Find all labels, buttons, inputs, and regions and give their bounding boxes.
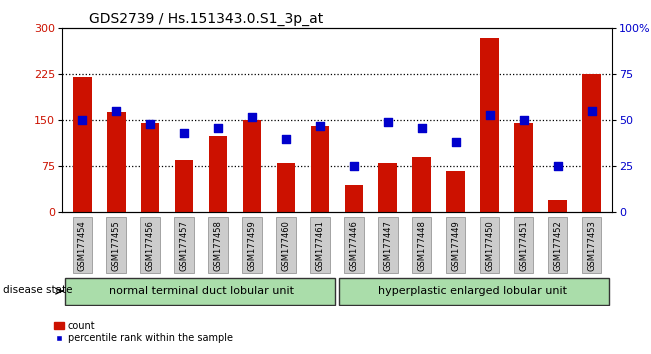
Point (349, 164, 359, 169)
Text: GSM177458: GSM177458 (214, 220, 223, 270)
Text: GSM177451: GSM177451 (519, 220, 528, 270)
Text: normal terminal duct lobular unit: normal terminal duct lobular unit (109, 286, 294, 296)
Point (484, 112, 495, 118)
Point (417, 125, 427, 131)
FancyBboxPatch shape (311, 217, 329, 273)
Bar (277, 163, 296, 212)
FancyBboxPatch shape (208, 217, 228, 273)
Text: GSM177461: GSM177461 (316, 220, 324, 270)
FancyBboxPatch shape (548, 217, 567, 273)
Point (145, 121, 156, 127)
Bar (243, 120, 261, 212)
FancyBboxPatch shape (412, 217, 432, 273)
Point (281, 136, 291, 142)
Bar (548, 200, 567, 212)
FancyBboxPatch shape (339, 278, 609, 305)
Point (450, 139, 461, 145)
FancyBboxPatch shape (65, 278, 335, 305)
FancyBboxPatch shape (174, 217, 194, 273)
Text: GSM177449: GSM177449 (451, 220, 460, 270)
Bar (344, 185, 363, 212)
Bar (311, 126, 329, 212)
Point (383, 119, 393, 125)
Text: GSM177450: GSM177450 (485, 220, 494, 270)
Bar (107, 112, 126, 212)
Point (179, 130, 189, 136)
Point (77, 118, 87, 123)
Bar (378, 163, 397, 212)
Point (587, 108, 597, 114)
Bar (209, 136, 227, 212)
FancyBboxPatch shape (141, 217, 159, 273)
Bar (447, 171, 465, 212)
Bar (413, 157, 431, 212)
Text: hyperplastic enlarged lobular unit: hyperplastic enlarged lobular unit (378, 286, 567, 296)
Bar (480, 38, 499, 212)
Text: disease state: disease state (3, 285, 73, 295)
Bar (73, 78, 92, 212)
Text: GSM177446: GSM177446 (350, 220, 358, 270)
Bar (141, 124, 159, 212)
Text: GSM177452: GSM177452 (553, 220, 562, 270)
FancyBboxPatch shape (344, 217, 363, 273)
Bar (174, 160, 193, 212)
Point (247, 114, 257, 120)
Point (518, 118, 529, 123)
FancyBboxPatch shape (72, 217, 92, 273)
Legend: count, percentile rank within the sample: count, percentile rank within the sample (50, 317, 237, 347)
Text: GSM177455: GSM177455 (112, 220, 120, 270)
Point (111, 108, 121, 114)
Text: GSM177447: GSM177447 (383, 220, 393, 270)
Text: GSM177459: GSM177459 (247, 220, 256, 270)
Text: GSM177453: GSM177453 (587, 220, 596, 270)
FancyBboxPatch shape (514, 217, 533, 273)
Text: GSM177457: GSM177457 (180, 220, 189, 270)
FancyBboxPatch shape (446, 217, 465, 273)
Text: GSM177454: GSM177454 (77, 220, 87, 270)
Point (213, 125, 223, 131)
Text: GDS2739 / Hs.151343.0.S1_3p_at: GDS2739 / Hs.151343.0.S1_3p_at (89, 12, 324, 26)
Text: GSM177460: GSM177460 (281, 220, 290, 270)
FancyBboxPatch shape (242, 217, 262, 273)
FancyBboxPatch shape (582, 217, 602, 273)
FancyBboxPatch shape (480, 217, 499, 273)
FancyBboxPatch shape (276, 217, 296, 273)
Point (314, 123, 325, 129)
Bar (514, 124, 533, 212)
Text: GSM177448: GSM177448 (417, 220, 426, 270)
Text: GSM177456: GSM177456 (146, 220, 155, 270)
FancyBboxPatch shape (378, 217, 398, 273)
FancyBboxPatch shape (107, 217, 126, 273)
Bar (582, 74, 601, 212)
Point (553, 164, 563, 169)
